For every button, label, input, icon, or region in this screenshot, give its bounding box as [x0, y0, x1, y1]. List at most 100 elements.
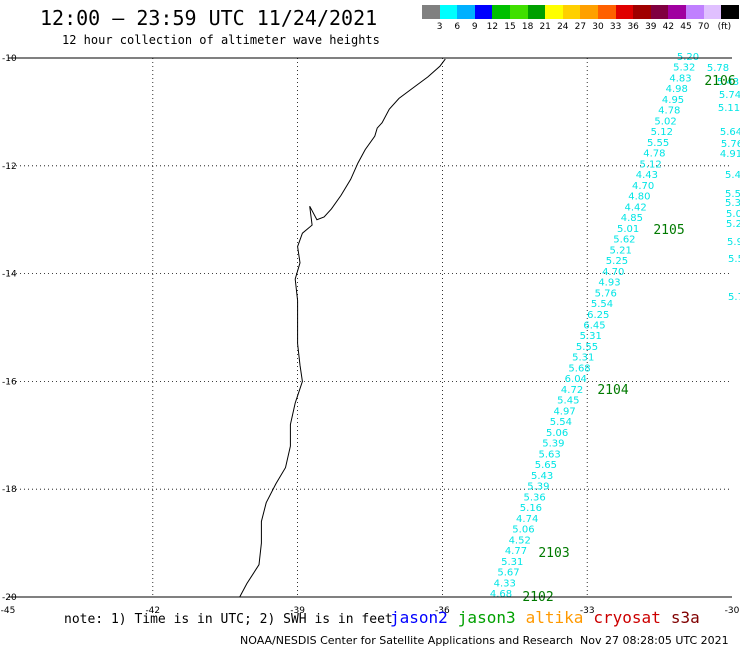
- map-subtitle: 12 hour collection of altimeter wave hei…: [62, 33, 380, 47]
- latitude-label: -12: [2, 162, 17, 172]
- latitude-label: -10: [2, 54, 17, 64]
- wave-height-value: 5.54: [591, 299, 613, 310]
- colorbar-tick-label: 12: [486, 22, 499, 32]
- longitude-label: -36: [435, 606, 450, 616]
- wave-height-value: 5.64: [720, 127, 740, 138]
- wave-height-value: 4.78: [643, 149, 665, 160]
- wave-height-value: 5.54: [550, 417, 572, 428]
- wave-height-value: 4.97: [553, 406, 575, 417]
- wave-height-value: 5.62: [613, 235, 635, 246]
- wave-height-value: 5.63: [538, 449, 560, 460]
- wave-height-value: 5.9: [727, 237, 740, 248]
- colorbar-tick-label: 18: [521, 22, 534, 32]
- wave-height-value: 5.06: [512, 525, 534, 536]
- wave-height-value: 5.02: [654, 116, 676, 127]
- colorbar-tick-label: 30: [592, 22, 604, 32]
- wave-height-value: 5.21: [610, 245, 632, 256]
- wave-height-value: 5.76: [721, 139, 740, 150]
- latitude-label: -20: [2, 593, 17, 603]
- wave-height-value: 4.70: [632, 181, 654, 192]
- wave-height-value: 5.2: [726, 219, 740, 230]
- credit-timestamp: Nov 27 08:28:05 UTC 2021: [580, 634, 729, 647]
- colorbar-tick-label: 70: [697, 22, 710, 32]
- longitude-label: -45: [1, 606, 16, 616]
- wave-height-value: 4.85: [621, 213, 643, 224]
- coastline: [239, 58, 446, 598]
- longitude-label: -39: [290, 606, 305, 616]
- colorbar-tick-label: 36: [627, 22, 639, 32]
- wave-height-value: 4.98: [666, 84, 688, 95]
- map-title: 12:00 – 23:59 UTC 11/24/2021: [40, 6, 378, 30]
- wave-height-value: 5.5: [728, 254, 740, 265]
- footer-note: note: 1) Time is in UTC; 2) SWH is in fe…: [64, 612, 393, 627]
- wave-height-value: 5.76: [595, 288, 617, 299]
- wave-height-value: 5.25: [606, 256, 628, 267]
- wave-height-value: 5.67: [497, 568, 519, 579]
- colorbar-swatch: [474, 5, 493, 19]
- wave-height-value: 4.42: [625, 202, 647, 213]
- wave-height-value: 5.01: [617, 224, 639, 235]
- wave-height-value: 5.7: [728, 292, 740, 303]
- wave-height-value: 5.68: [568, 363, 590, 374]
- wave-height-value: 4.77: [505, 546, 527, 557]
- colorbar-tick-label: 6: [454, 22, 461, 32]
- colorbar-tick-label: 45: [680, 22, 692, 32]
- latitude-label: -16: [2, 377, 17, 387]
- wave-height-value: 5.3: [725, 198, 740, 209]
- wave-height-value: 4.93: [598, 278, 620, 289]
- wave-height-value: 5.11: [718, 103, 740, 114]
- latitude-label: -18: [2, 485, 17, 495]
- colorbar-tick-label: 33: [609, 22, 622, 32]
- satellite-legend-item: jason2: [390, 608, 448, 627]
- wave-height-value: 4.74: [516, 514, 538, 525]
- wave-height-value: 4.83: [669, 73, 691, 84]
- wave-height-value: 4.91: [720, 149, 740, 160]
- wave-height-value: 4.33: [494, 578, 516, 589]
- wave-height-value: 4.80: [628, 192, 650, 203]
- wave-height-value: 5.39: [527, 482, 549, 493]
- colorbar-tick-label: 15: [504, 22, 516, 32]
- colorbar-tick-label: 27: [574, 22, 587, 32]
- pass-label: 2103: [538, 546, 569, 561]
- colorbar-swatch: [439, 5, 458, 19]
- satellite-legend-item: jason3: [457, 608, 516, 627]
- wave-height-value: 5.43: [531, 471, 553, 482]
- colorbar-tick-label: 42: [662, 22, 675, 32]
- wave-height-value: 5.31: [572, 353, 594, 364]
- colorbar-swatch: [457, 5, 475, 19]
- grid-lines: [8, 58, 732, 597]
- wave-height-value: 4.70: [602, 267, 624, 278]
- colorbar-swatch: [422, 5, 440, 19]
- wave-height-value: 4.95: [662, 95, 684, 106]
- colorbar-swatch: [668, 5, 686, 19]
- colorbar-swatch: [597, 5, 616, 19]
- colorbar-unit: (ft): [717, 22, 732, 32]
- wave-height-value: 5.12: [651, 127, 673, 138]
- colorbar-swatch: [545, 5, 563, 19]
- wave-height-value: 4.72: [561, 385, 583, 396]
- latitude-label: -14: [2, 270, 17, 280]
- map-frame: [8, 57, 732, 598]
- colorbar-swatch: [703, 5, 722, 19]
- wave-height-value: 5.06: [546, 428, 568, 439]
- colorbar-swatch: [615, 5, 634, 19]
- wave-height-value: 4.68: [490, 589, 512, 600]
- colorbar-swatch: [685, 5, 704, 19]
- colorbar-tick-label: 3: [436, 22, 443, 32]
- wave-height-value: 5.39: [542, 439, 564, 450]
- wave-height-value: 5.55: [576, 342, 598, 353]
- wave-height-value: 5.5: [725, 189, 740, 200]
- wave-height-value: 5.0: [726, 209, 740, 220]
- wave-height-value: 4.78: [658, 106, 680, 117]
- colorbar-tick-label: 21: [539, 22, 551, 32]
- satellite-legend-item: cryosat: [593, 608, 661, 627]
- satellite-legend: jason2 jason3 altika cryosat s3a: [390, 608, 710, 627]
- wave-height-value: 5.78: [707, 63, 729, 74]
- wave-height-value: 5.55: [647, 138, 669, 149]
- wave-height-value: 4.52: [509, 535, 531, 546]
- wave-height-value: 6.45: [583, 321, 605, 332]
- wave-height-value: 5.16: [520, 503, 542, 514]
- wave-height-value: 5.31: [501, 557, 523, 568]
